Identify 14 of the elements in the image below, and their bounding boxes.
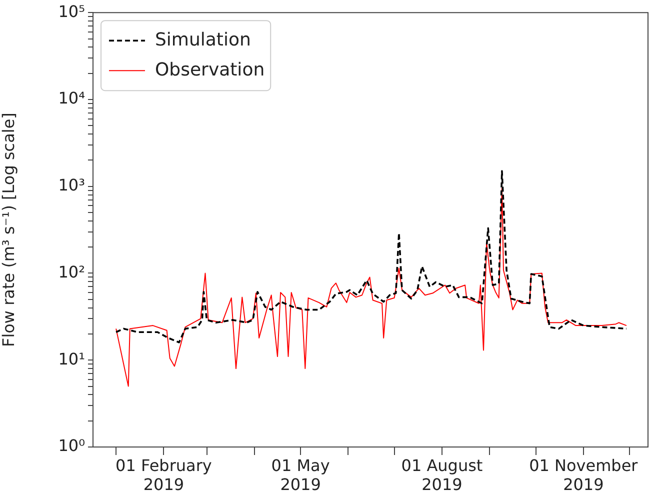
y-tick-label: 10⁴: [58, 88, 85, 108]
line-series: [115, 170, 628, 344]
y-tick-label: 10¹: [58, 349, 85, 368]
y-tick-label: 10⁵: [58, 2, 85, 21]
y-axis-title: Flow rate (m³ s⁻¹) [Log scale]: [0, 112, 18, 348]
y-tick-label: 10²: [58, 262, 85, 282]
x-tick-label: 01 May 2019: [271, 456, 330, 494]
legend-label: Simulation: [155, 29, 251, 50]
x-tick-label: 01 August 2019: [401, 456, 483, 494]
x-tick-label: 01 November 2019: [529, 456, 638, 494]
legend-label: Observation: [155, 59, 265, 80]
y-tick-label: 10⁰: [58, 436, 85, 456]
y-tick-label: 10³: [58, 176, 85, 195]
x-tick-label: 01 February 2019: [116, 456, 212, 494]
